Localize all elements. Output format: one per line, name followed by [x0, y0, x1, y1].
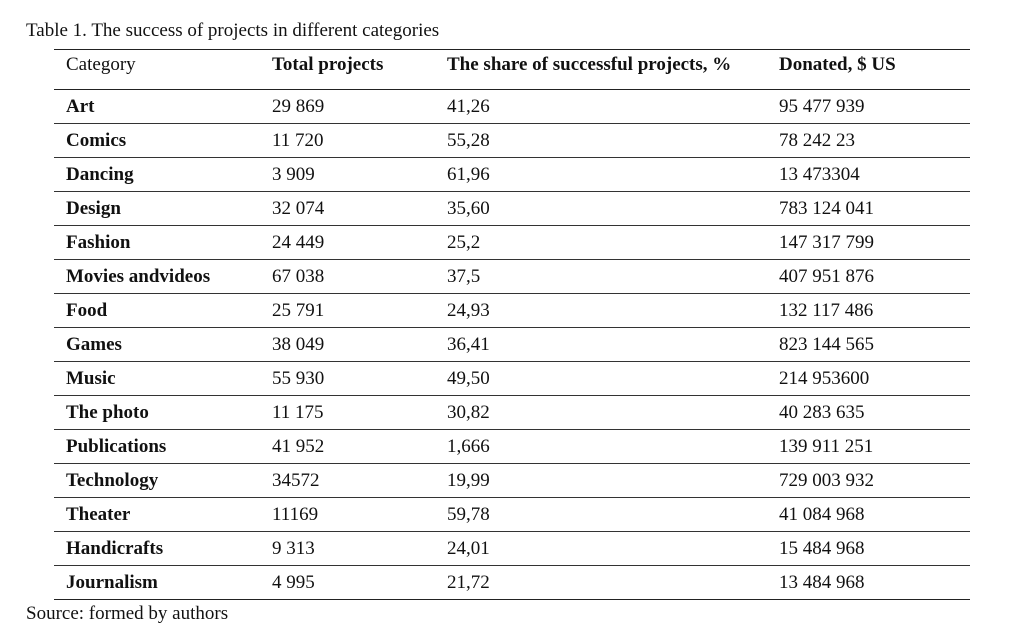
cell-success-share: 25,2 — [447, 231, 481, 253]
cell-donated: 41 084 968 — [779, 503, 865, 525]
cell-success-share: 59,78 — [447, 503, 490, 525]
cell-total-projects: 3 909 — [272, 163, 315, 185]
table-row: Theater 11169 59,78 41 084 968 — [54, 498, 970, 532]
cell-success-share: 55,28 — [447, 129, 490, 151]
cell-total-projects: 55 930 — [272, 367, 325, 389]
cell-total-projects: 11 175 — [272, 401, 324, 423]
cell-total-projects: 32 074 — [272, 197, 325, 219]
cell-category: Comics — [66, 129, 127, 151]
projects-table: Category Total projects The share of suc… — [54, 49, 970, 600]
cell-total-projects: 24 449 — [272, 231, 325, 253]
cell-success-share: 1,666 — [447, 435, 490, 457]
header-success-share: The share of successful projects, % — [447, 53, 732, 75]
cell-category: The photo — [66, 401, 149, 423]
table-body: Art 29 869 41,26 95 477 939 Comics 11 720 55,2… — [54, 90, 970, 600]
cell-success-share: 19,99 — [447, 469, 490, 491]
cell-total-projects: 34572 — [272, 469, 320, 491]
header-donated: Donated, $ US — [779, 53, 896, 75]
cell-success-share: 37,5 — [447, 265, 481, 287]
cell-donated: 783 124 041 — [779, 197, 874, 219]
table-row: Fashion 24 449 25,2 147 317 799 — [54, 226, 970, 260]
table-source-note: Source: formed by authors — [26, 603, 229, 624]
cell-category: Games — [66, 333, 122, 355]
cell-success-share: 24,93 — [447, 299, 490, 321]
cell-success-share: 30,82 — [447, 401, 490, 423]
table-row: Games 38 049 36,41 823 144 565 — [54, 328, 970, 362]
cell-total-projects: 67 038 — [272, 265, 325, 287]
table-header-row: Category Total projects The share of suc… — [54, 49, 970, 90]
cell-success-share: 61,96 — [447, 163, 490, 185]
cell-donated: 147 317 799 — [779, 231, 874, 253]
table-row: Journalism 4 995 21,72 13 484 968 — [54, 566, 970, 600]
cell-total-projects: 25 791 — [272, 299, 325, 321]
cell-donated: 13 484 968 — [779, 571, 865, 593]
table-row: Food 25 791 24,93 132 117 486 — [54, 294, 970, 328]
cell-category: Journalism — [66, 571, 158, 593]
cell-success-share: 49,50 — [447, 367, 490, 389]
header-total-projects: Total projects — [272, 53, 384, 75]
table-row: Handicrafts 9 313 24,01 15 484 968 — [54, 532, 970, 566]
cell-donated: 78 242 23 — [779, 129, 855, 151]
cell-category: Fashion — [66, 231, 131, 253]
cell-success-share: 41,26 — [447, 95, 490, 117]
cell-donated: 139 911 251 — [779, 435, 874, 457]
cell-total-projects: 9 313 — [272, 537, 315, 559]
cell-total-projects: 11 720 — [272, 129, 324, 151]
table-row: Art 29 869 41,26 95 477 939 — [54, 90, 970, 124]
table-row: Music 55 930 49,50 214 953600 — [54, 362, 970, 396]
header-category: Category — [66, 53, 136, 75]
cell-category: Technology — [66, 469, 159, 491]
cell-donated: 214 953600 — [779, 367, 870, 389]
cell-category: Music — [66, 367, 116, 389]
cell-donated: 40 283 635 — [779, 401, 865, 423]
cell-category: Dancing — [66, 163, 134, 185]
table-row: Dancing 3 909 61,96 13 473304 — [54, 158, 970, 192]
cell-total-projects: 41 952 — [272, 435, 325, 457]
cell-total-projects: 4 995 — [272, 571, 315, 593]
cell-total-projects: 29 869 — [272, 95, 325, 117]
table-row: Comics 11 720 55,28 78 242 23 — [54, 124, 970, 158]
cell-category: Movies andvideos — [66, 265, 211, 287]
table-row: Movies andvideos 67 038 37,5 407 951 876 — [54, 260, 970, 294]
cell-donated: 132 117 486 — [779, 299, 874, 321]
cell-category: Theater — [66, 503, 131, 525]
cell-donated: 95 477 939 — [779, 95, 865, 117]
table-row: Design 32 074 35,60 783 124 041 — [54, 192, 970, 226]
cell-category: Art — [66, 95, 95, 117]
cell-success-share: 36,41 — [447, 333, 490, 355]
table-row: Publications 41 952 1,666 139 911 251 — [54, 430, 970, 464]
table-caption: Table 1. The success of projects in diff… — [26, 20, 440, 41]
cell-total-projects: 38 049 — [272, 333, 325, 355]
cell-category: Design — [66, 197, 121, 219]
cell-category: Publications — [66, 435, 167, 457]
cell-category: Handicrafts — [66, 537, 164, 559]
cell-donated: 13 473304 — [779, 163, 860, 185]
table-row: Technology 34572 19,99 729 003 932 — [54, 464, 970, 498]
cell-donated: 823 144 565 — [779, 333, 874, 355]
cell-donated: 15 484 968 — [779, 537, 865, 559]
cell-total-projects: 11169 — [272, 503, 319, 525]
cell-success-share: 35,60 — [447, 197, 490, 219]
table-row: The photo 11 175 30,82 40 283 635 — [54, 396, 970, 430]
cell-success-share: 24,01 — [447, 537, 490, 559]
cell-category: Food — [66, 299, 108, 321]
cell-donated: 729 003 932 — [779, 469, 874, 491]
cell-success-share: 21,72 — [447, 571, 490, 593]
cell-donated: 407 951 876 — [779, 265, 874, 287]
